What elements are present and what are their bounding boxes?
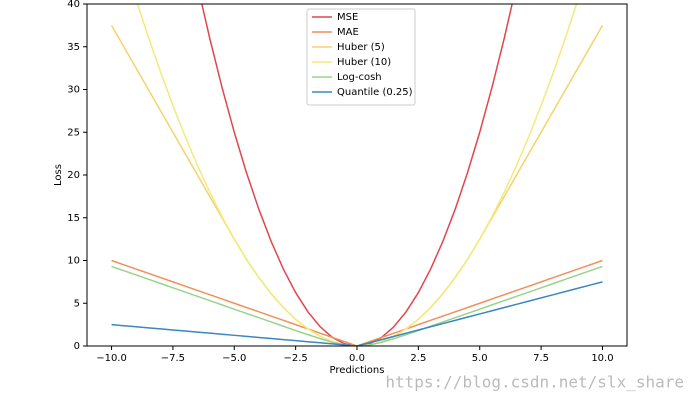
y-tick-label: 25 bbox=[67, 127, 80, 138]
y-tick-label: 20 bbox=[67, 170, 80, 181]
legend-label: Log-cosh bbox=[337, 72, 382, 83]
x-tick-label: 0.0 bbox=[349, 353, 365, 364]
series-line bbox=[111, 281, 603, 346]
plot-lines bbox=[110, 4, 604, 346]
x-tick-label: −5.0 bbox=[222, 353, 246, 364]
y-tick-label: 10 bbox=[67, 256, 80, 267]
x-axis-label: Predictions bbox=[330, 365, 385, 376]
y-tick-label: 35 bbox=[67, 42, 80, 53]
x-tick-label: −10.0 bbox=[96, 353, 127, 364]
x-tick-label: 7.5 bbox=[533, 353, 549, 364]
y-tick-label: 40 bbox=[67, 0, 80, 10]
y-tick-label: 15 bbox=[67, 213, 80, 224]
x-tick-label: −2.5 bbox=[283, 353, 307, 364]
series-line bbox=[136, 4, 578, 346]
x-tick-label: 5.0 bbox=[472, 353, 488, 364]
series-line bbox=[111, 259, 603, 346]
legend-label: Huber (5) bbox=[337, 42, 385, 53]
y-tick-label: 5 bbox=[74, 298, 80, 309]
legend-box bbox=[306, 8, 416, 106]
legend-label: Quantile (0.25) bbox=[337, 87, 413, 98]
watermark: https://blog.csdn.net/slx_share bbox=[385, 373, 684, 392]
x-tick-label: 10.0 bbox=[591, 353, 613, 364]
y-axis-label: Loss bbox=[53, 164, 64, 186]
x-tick-label: 2.5 bbox=[410, 353, 426, 364]
series-line bbox=[111, 265, 603, 346]
legend-label: MSE bbox=[337, 12, 358, 23]
legend-label: MAE bbox=[337, 27, 359, 38]
x-tick-label: −7.5 bbox=[161, 353, 185, 364]
y-tick-label: 30 bbox=[67, 85, 80, 96]
legend-label: Huber (10) bbox=[337, 57, 391, 68]
y-tick-label: 0 bbox=[74, 341, 80, 352]
series-line bbox=[110, 25, 604, 346]
